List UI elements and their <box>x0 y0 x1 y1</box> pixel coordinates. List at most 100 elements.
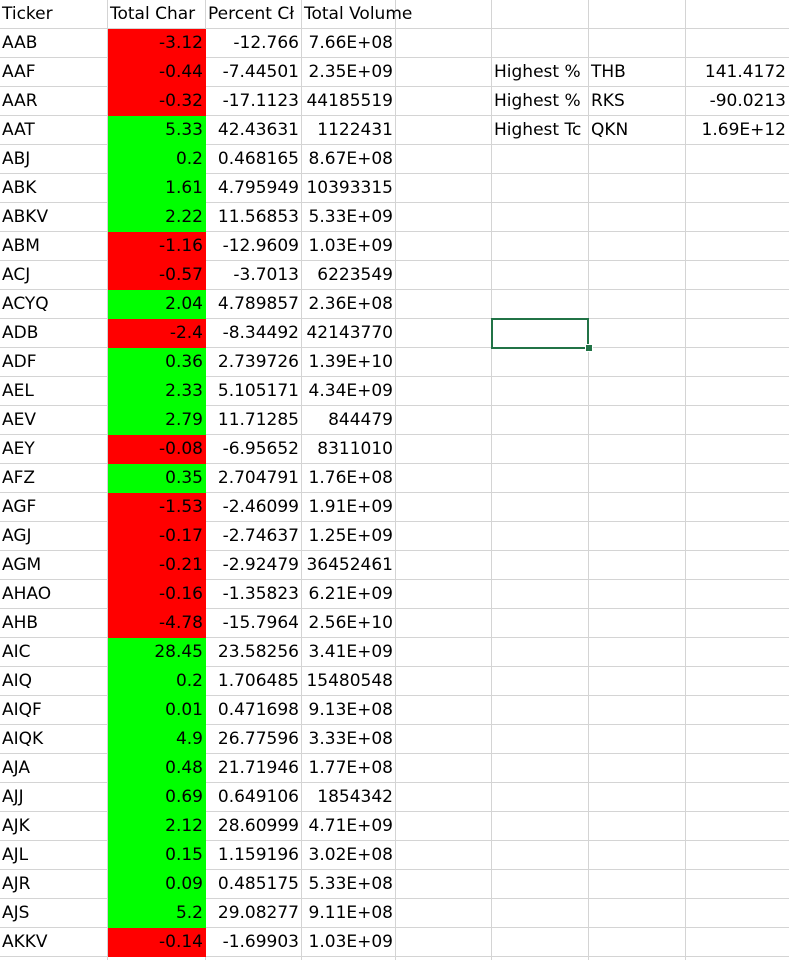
total-change-cell[interactable]: 0.15 <box>108 841 206 870</box>
total-change-cell[interactable]: 0.35 <box>108 464 206 493</box>
percent-change-cell[interactable]: 0.649106 <box>217 787 299 807</box>
header-total-change[interactable]: Total Char <box>110 4 196 24</box>
ticker-cell[interactable]: AIC <box>2 642 31 662</box>
percent-change-cell[interactable]: -12.766 <box>233 33 299 53</box>
total-volume-cell[interactable]: 9.11E+08 <box>308 903 393 923</box>
percent-change-cell[interactable]: -12.9609 <box>222 236 299 256</box>
total-volume-cell[interactable]: 42143770 <box>306 323 393 343</box>
total-change-cell[interactable]: 2.04 <box>108 290 206 319</box>
ticker-cell[interactable]: AAB <box>2 33 38 53</box>
total-volume-cell[interactable]: 4.71E+09 <box>308 816 393 836</box>
total-change-cell[interactable]: -1.16 <box>108 232 206 261</box>
total-volume-cell[interactable]: 1.76E+08 <box>308 468 393 488</box>
ticker-cell[interactable]: AHAO <box>2 584 52 604</box>
percent-change-cell[interactable]: -8.34492 <box>222 323 299 343</box>
summary-ticker-cell[interactable]: QKN <box>591 120 629 140</box>
total-volume-cell[interactable]: 1.77E+08 <box>308 758 393 778</box>
percent-change-cell[interactable]: 2.704791 <box>217 468 299 488</box>
total-change-cell[interactable]: -2.4 <box>108 319 206 348</box>
total-change-cell[interactable]: -0.32 <box>108 87 206 116</box>
ticker-cell[interactable]: AAR <box>2 91 38 111</box>
summary-label-cell[interactable]: Highest Tc <box>494 120 582 140</box>
total-volume-cell[interactable]: 1.39E+10 <box>308 352 393 372</box>
percent-change-cell[interactable]: -2.74637 <box>222 526 299 546</box>
total-change-cell[interactable]: 28.45 <box>108 638 206 667</box>
total-change-cell[interactable]: 2.22 <box>108 203 206 232</box>
total-volume-cell[interactable]: 9.13E+08 <box>308 700 393 720</box>
total-volume-cell[interactable]: 6.21E+09 <box>308 584 393 604</box>
percent-change-cell[interactable]: -17.1123 <box>222 91 299 111</box>
ticker-cell[interactable]: ACJ <box>2 265 31 285</box>
ticker-cell[interactable]: AJL <box>2 845 29 865</box>
percent-change-cell[interactable]: 5.105171 <box>217 381 299 401</box>
ticker-cell[interactable]: AJK <box>2 816 30 836</box>
percent-change-cell[interactable]: -6.95652 <box>222 439 299 459</box>
total-change-cell[interactable]: -0.08 <box>108 435 206 464</box>
percent-change-cell[interactable]: 29.08277 <box>217 903 299 923</box>
total-volume-cell[interactable]: 7.66E+08 <box>308 33 393 53</box>
total-volume-cell[interactable]: 2.36E+08 <box>308 294 393 314</box>
percent-change-cell[interactable]: 1.706485 <box>217 671 299 691</box>
total-change-cell[interactable]: 0.2 <box>108 145 206 174</box>
total-volume-cell[interactable]: 3.02E+08 <box>308 845 393 865</box>
total-volume-cell[interactable]: 4.34E+09 <box>308 381 393 401</box>
total-change-cell[interactable]: 2.12 <box>108 812 206 841</box>
total-change-cell[interactable]: 0.01 <box>108 696 206 725</box>
percent-change-cell[interactable]: 4.795949 <box>217 178 299 198</box>
ticker-cell[interactable]: AEY <box>2 439 35 459</box>
total-change-cell[interactable]: -0.21 <box>108 551 206 580</box>
total-volume-cell[interactable]: 1.91E+09 <box>308 497 393 517</box>
total-change-cell[interactable]: 0.09 <box>108 870 206 899</box>
total-change-cell[interactable]: -4.78 <box>108 609 206 638</box>
total-volume-cell[interactable]: 36452461 <box>306 555 393 575</box>
ticker-cell[interactable]: AIQK <box>2 729 44 749</box>
percent-change-cell[interactable]: -2.92479 <box>222 555 299 575</box>
ticker-cell[interactable]: AIQF <box>2 700 42 720</box>
total-volume-cell[interactable]: 15480548 <box>306 671 393 691</box>
total-change-cell[interactable]: -1.53 <box>108 493 206 522</box>
ticker-cell[interactable]: AIQ <box>2 671 33 691</box>
total-change-cell[interactable]: 0.69 <box>108 783 206 812</box>
header-ticker[interactable]: Ticker <box>2 4 53 24</box>
ticker-cell[interactable]: AKKV <box>2 932 48 952</box>
percent-change-cell[interactable]: -7.44501 <box>222 62 299 82</box>
ticker-cell[interactable]: ADB <box>2 323 39 343</box>
summary-value-cell[interactable]: -90.0213 <box>709 91 786 111</box>
percent-change-cell[interactable]: -2.46099 <box>222 497 299 517</box>
summary-label-cell[interactable]: Highest % <box>494 91 581 111</box>
percent-change-cell[interactable]: 11.56853 <box>217 207 299 227</box>
percent-change-cell[interactable]: 0.468165 <box>217 149 299 169</box>
ticker-cell[interactable]: ABM <box>2 236 40 256</box>
total-change-cell[interactable]: -0.16 <box>108 580 206 609</box>
ticker-cell[interactable]: AGM <box>2 555 42 575</box>
total-volume-cell[interactable]: 2.56E+10 <box>308 613 393 633</box>
percent-change-cell[interactable]: 21.71946 <box>217 758 299 778</box>
ticker-cell[interactable]: AAT <box>2 120 35 140</box>
percent-change-cell[interactable]: 0.471698 <box>217 700 299 720</box>
total-change-cell[interactable]: -0.14 <box>108 928 206 957</box>
total-volume-cell[interactable]: 44185519 <box>306 91 393 111</box>
total-volume-cell[interactable]: 2.35E+09 <box>308 62 393 82</box>
ticker-cell[interactable]: AEL <box>2 381 34 401</box>
percent-change-cell[interactable]: 2.739726 <box>217 352 299 372</box>
ticker-cell[interactable]: AHB <box>2 613 39 633</box>
ticker-cell[interactable]: AEV <box>2 410 36 430</box>
total-volume-cell[interactable]: 6223549 <box>317 265 393 285</box>
summary-label-cell[interactable]: Highest % <box>494 62 581 82</box>
summary-value-cell[interactable]: 141.4172 <box>704 62 786 82</box>
total-change-cell[interactable]: 5.2 <box>108 899 206 928</box>
ticker-cell[interactable]: AGJ <box>2 526 32 546</box>
percent-change-cell[interactable]: 0.485175 <box>217 874 299 894</box>
total-volume-cell[interactable]: 5.33E+08 <box>308 874 393 894</box>
total-volume-cell[interactable]: 844479 <box>328 410 393 430</box>
total-volume-cell[interactable]: 5.33E+09 <box>308 207 393 227</box>
percent-change-cell[interactable]: -3.7013 <box>233 265 299 285</box>
total-change-cell[interactable]: -0.57 <box>108 261 206 290</box>
total-change-cell[interactable]: 0.36 <box>108 348 206 377</box>
fill-handle[interactable] <box>585 344 593 352</box>
ticker-cell[interactable]: AAF <box>2 62 36 82</box>
total-change-cell[interactable]: 5.33 <box>108 116 206 145</box>
total-change-cell[interactable]: -3.12 <box>108 29 206 58</box>
ticker-cell[interactable]: AJS <box>2 903 30 923</box>
